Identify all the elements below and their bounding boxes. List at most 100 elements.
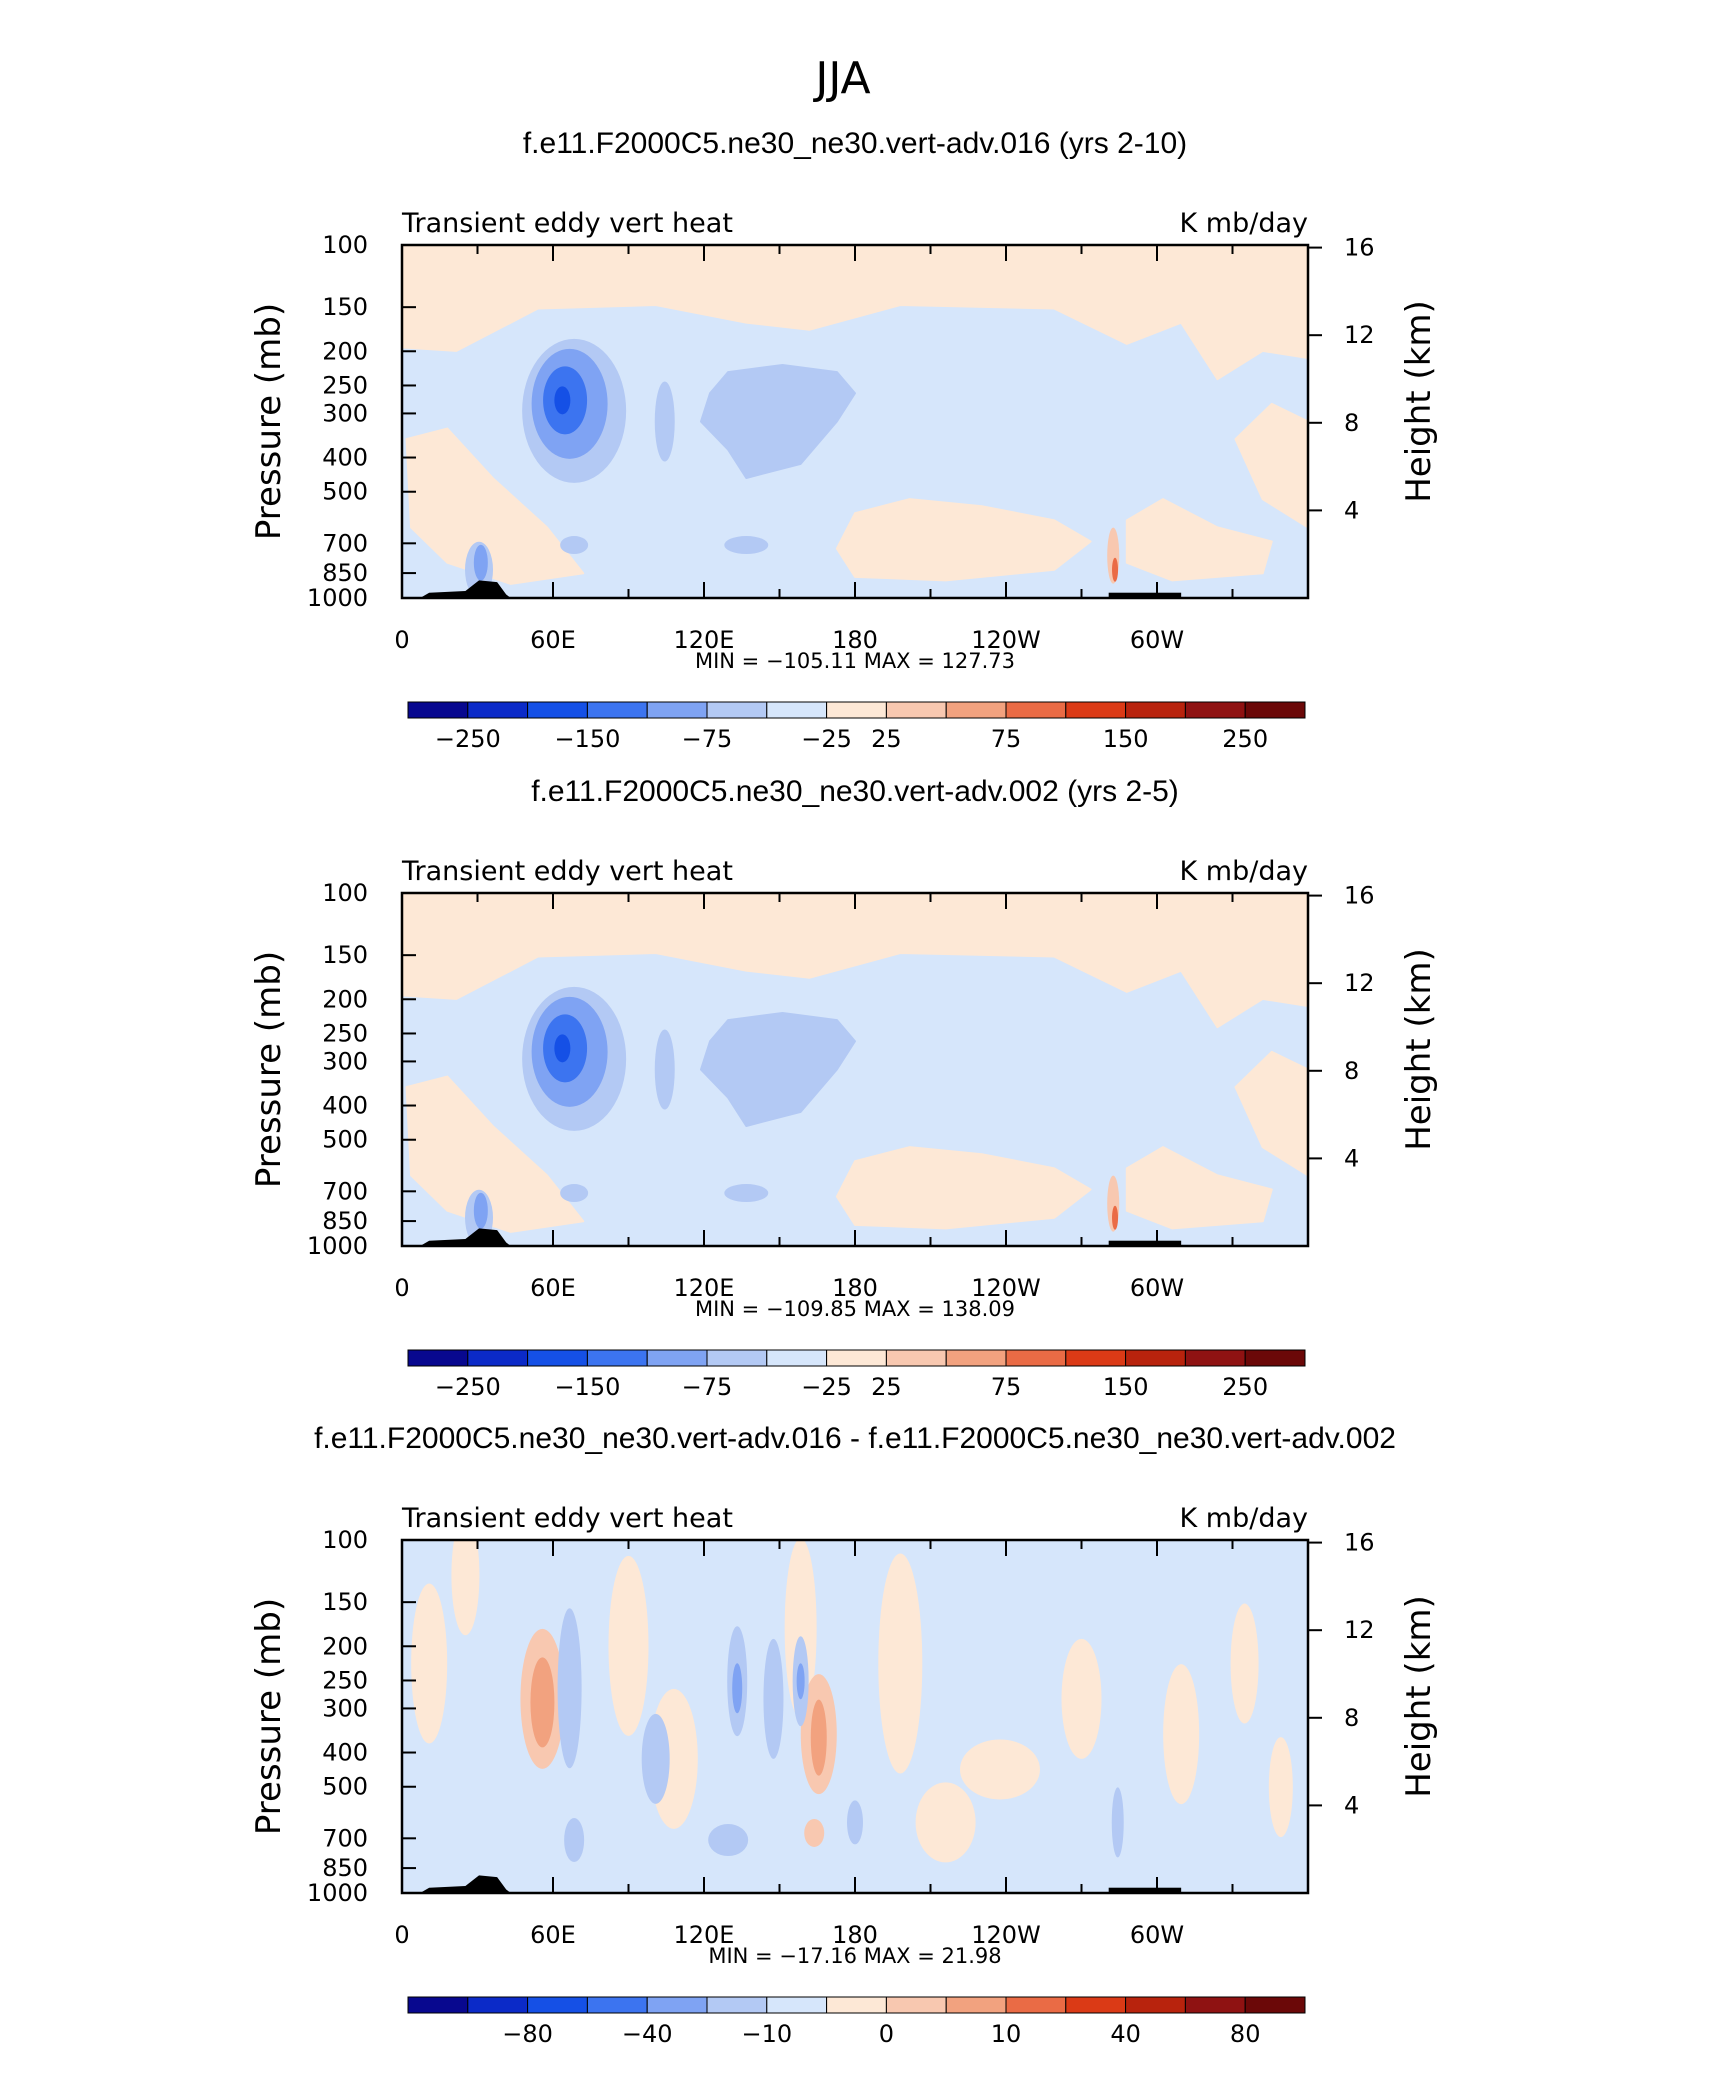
panel-left-string: Transient eddy vert heat	[401, 856, 733, 887]
field-diff-blue	[763, 1638, 784, 1759]
y-tick-label: 300	[322, 399, 368, 427]
panel-right-string: K mb/day	[1180, 856, 1309, 887]
x-tick-label: 120E	[674, 1274, 735, 1302]
panel-left-string: Transient eddy vert heat	[401, 208, 733, 239]
field-peach-center	[835, 498, 1092, 582]
colorbar-box	[826, 1349, 887, 1367]
colorbar-label: 150	[1103, 725, 1149, 753]
colorbar-box	[826, 701, 887, 719]
colorbar-box	[706, 1349, 768, 1367]
y-tick-label: 500	[322, 1126, 368, 1154]
y-right-tick-label: 4	[1344, 496, 1359, 524]
field-blob-west	[654, 1029, 675, 1110]
x-tick-label: 60E	[530, 1921, 576, 1949]
x-tick-label: 120W	[971, 1921, 1041, 1949]
colorbar-label: −75	[682, 1373, 733, 1401]
y-right-axis-label: Height (km)	[1399, 300, 1439, 503]
colorbar-box	[407, 1996, 469, 2014]
y-tick-label: 850	[322, 1854, 368, 1882]
field-blob-east	[699, 364, 856, 479]
y-tick-label: 300	[322, 1694, 368, 1722]
colorbar-box	[646, 701, 708, 719]
panel-2: f.e11.F2000C5.ne30_ne30.vert-adv.002 (yr…	[249, 775, 1439, 1401]
field-peach-far-right	[1234, 402, 1308, 529]
field-jet-4	[554, 386, 571, 415]
colorbar-box	[1065, 701, 1127, 719]
y-tick-label: 100	[322, 1526, 368, 1554]
topography-andes	[1108, 1240, 1182, 1246]
colorbar-box	[945, 1996, 1007, 2014]
y-tick-label: 700	[322, 1824, 368, 1852]
panel-right-string: K mb/day	[1180, 208, 1309, 239]
colorbar-box	[706, 1996, 768, 2014]
field-peach-far-right	[1234, 1050, 1308, 1177]
field-diff-blue	[847, 1800, 863, 1845]
y-tick-label: 150	[322, 293, 368, 321]
y-tick-label: 1000	[307, 1232, 368, 1260]
colorbar-box	[527, 701, 588, 719]
topography-andes	[1108, 1887, 1182, 1893]
colorbar-box	[467, 1349, 529, 1367]
field-diff-peach	[1268, 1737, 1293, 1838]
y-right-tick-label: 4	[1344, 1144, 1359, 1172]
x-tick-label: 0	[394, 626, 409, 654]
y-tick-label: 300	[322, 1047, 368, 1075]
panel-title: f.e11.F2000C5.ne30_ne30.vert-adv.016 (yr…	[523, 127, 1187, 160]
colorbar-box	[1005, 1996, 1067, 2014]
field-diff-blue	[708, 1824, 749, 1857]
colorbar-label: −25	[801, 725, 852, 753]
y-axis-label: Pressure (mb)	[249, 951, 289, 1188]
colorbar-box	[646, 1349, 708, 1367]
y-tick-label: 250	[322, 371, 368, 399]
x-tick-label: 60E	[530, 626, 576, 654]
topography-asia	[420, 580, 511, 598]
y-tick-label: 250	[322, 1019, 368, 1047]
min-max-label: MIN = −17.16 MAX = 21.98	[708, 1944, 1001, 1968]
y-tick-label: 700	[322, 529, 368, 557]
colorbar-label: −150	[554, 1373, 620, 1401]
colorbar-label: 10	[991, 2020, 1022, 2048]
min-max-label: MIN = −109.85 MAX = 138.09	[695, 1297, 1015, 1321]
field-diff-blue-core	[796, 1663, 805, 1700]
colorbar-box	[1244, 701, 1306, 719]
y-tick-label: 400	[322, 444, 368, 472]
field-diff-red-5	[804, 1818, 825, 1847]
colorbar-box	[407, 701, 469, 719]
x-tick-label: 180	[832, 626, 878, 654]
colorbar-box	[467, 701, 529, 719]
y-tick-label: 500	[322, 1773, 368, 1801]
contour-field	[402, 245, 1308, 598]
field-blob-east	[699, 1012, 856, 1127]
min-max-label: MIN = −105.11 MAX = 127.73	[695, 649, 1015, 673]
field-jet-4	[554, 1034, 571, 1063]
field-peach-left	[405, 1075, 585, 1233]
y-right-tick-label: 4	[1344, 1791, 1359, 1819]
field-diff-peach	[411, 1583, 448, 1744]
y-right-tick-label: 12	[1344, 1616, 1375, 1644]
field-lowblue-2	[473, 1192, 488, 1229]
panel-3: f.e11.F2000C5.ne30_ne30.vert-adv.016 - f…	[249, 1422, 1439, 2048]
x-tick-label: 120E	[674, 1921, 735, 1949]
x-tick-label: 120E	[674, 626, 735, 654]
colorbar-box	[885, 1996, 947, 2014]
colorbar-label: −75	[682, 725, 733, 753]
colorbar-box	[1065, 1996, 1127, 2014]
field-diff-peach	[451, 1540, 480, 1636]
y-right-tick-label: 8	[1344, 1704, 1359, 1732]
colorbar-label: 75	[991, 1373, 1022, 1401]
y-tick-label: 100	[322, 879, 368, 907]
y-tick-label: 200	[322, 1632, 368, 1660]
topography-asia	[420, 1228, 511, 1246]
field-diff-red-2	[530, 1657, 555, 1748]
field-lowblue-2	[473, 544, 488, 581]
colorbar-label: −80	[502, 2020, 553, 2048]
field-diff-peach	[784, 1540, 817, 1719]
colorbar-label: −25	[801, 1373, 852, 1401]
y-right-axis-label: Height (km)	[1399, 948, 1439, 1151]
field-diff-peach	[1061, 1638, 1102, 1759]
colorbar-label: 25	[871, 1373, 902, 1401]
field-lowblue-3	[560, 1184, 589, 1203]
colorbar-box	[1244, 1996, 1306, 2014]
x-tick-label: 60E	[530, 1274, 576, 1302]
y-axis-label: Pressure (mb)	[249, 303, 289, 540]
